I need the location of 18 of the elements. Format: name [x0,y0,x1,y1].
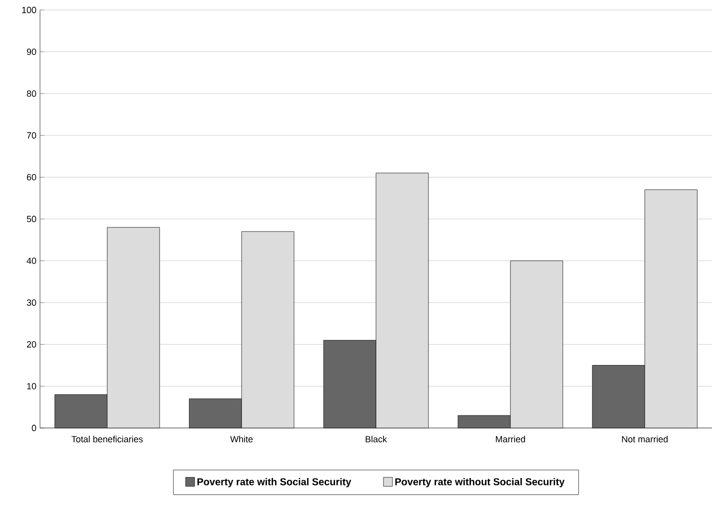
y-tick-label: 60 [26,174,36,180]
y-tick-label: 50 [26,216,36,222]
x-tick-label: Not married [622,436,668,442]
y-tick-label: 40 [26,258,36,264]
y-tick-label: 10 [27,383,36,390]
x-tick-label: Married [496,436,526,442]
x-tick-label: Black [366,436,387,442]
y-tick-label: 80 [26,90,36,97]
legend-label: Poverty rate with Social Security [197,478,352,488]
y-tick-label: 70 [26,132,36,139]
y-tick-label: 0 [32,424,36,432]
y-tick-label: 30 [26,299,36,306]
y-tick-label: 100 [22,6,36,14]
x-tick-label: White [230,436,253,442]
y-tick-label: 20 [26,341,36,348]
x-tick-label: Total beneficiaries [72,436,143,442]
y-tick-label: 90 [26,48,36,55]
legend-label: Poverty rate without Social Security [395,478,565,488]
